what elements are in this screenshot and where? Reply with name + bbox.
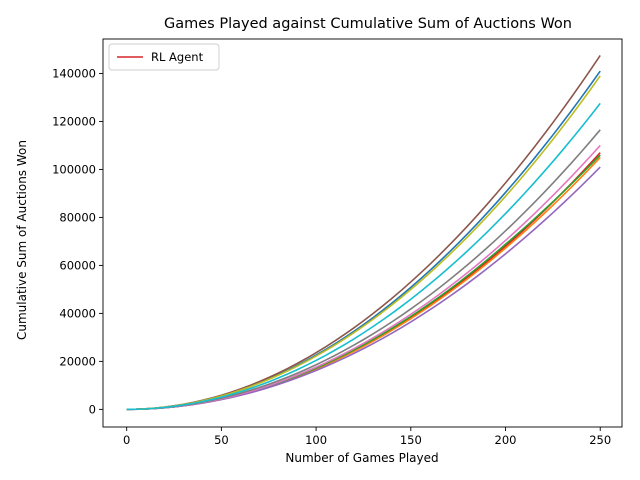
chart-title: Games Played against Cumulative Sum of A… [164,16,572,32]
y-tick-label: 140000 [52,66,96,80]
x-tick-label: 150 [400,433,422,447]
y-tick-label: 80000 [59,210,96,224]
series-line-10 [126,102,601,411]
legend-label: RL Agent [151,50,204,64]
legend: RL Agent [108,43,220,71]
y-axis-label: Cumulative Sum of Auctions Won [15,140,29,340]
legend-box [108,43,220,71]
x-tick-label: 250 [589,433,611,447]
axes-layer: 0 50 100 150 200 250 0 20000 40000 60000 80000 1000… [52,38,623,447]
y-tick-label: 60000 [59,258,96,272]
plot-frame [102,38,623,428]
x-tick-label: 200 [495,433,517,447]
y-tick-label: 0 [89,402,96,416]
x-tick-label: 0 [123,433,130,447]
y-tick-label: 20000 [59,354,96,368]
y-tick-label: 40000 [59,306,96,320]
y-tick-label: 120000 [52,114,96,128]
series-layer [126,54,601,411]
x-axis-label: Number of Games Played [285,451,438,465]
x-tick-label: 50 [214,433,229,447]
x-tick-label: 100 [305,433,327,447]
y-tick-label: 100000 [52,162,96,176]
